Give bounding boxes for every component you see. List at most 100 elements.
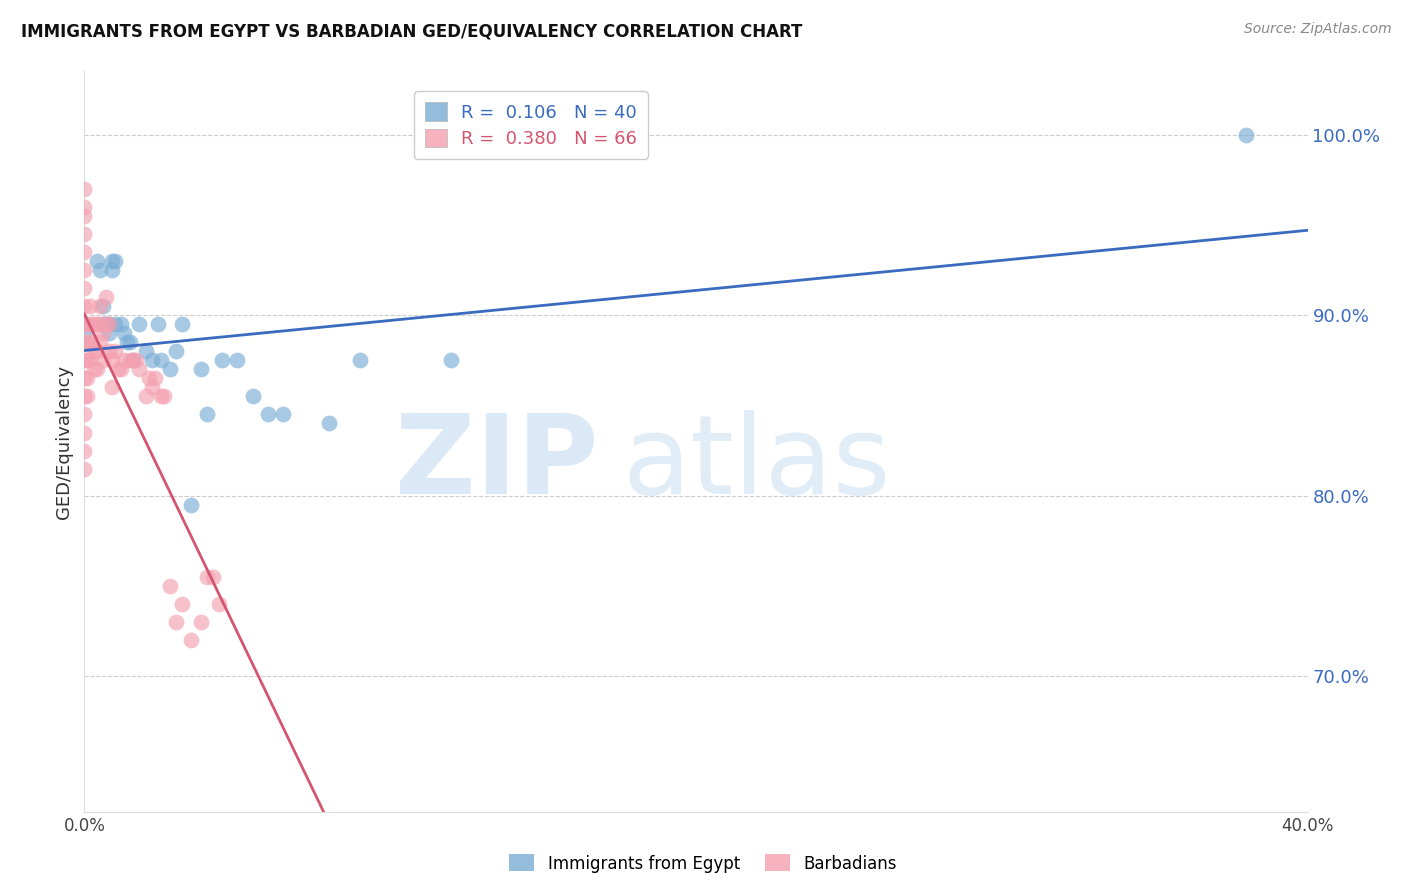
Point [195,408,218,422]
Point [172,597,194,611]
Point [128,362,150,376]
Point [349,353,371,368]
Point [89,317,111,331]
Point [201,570,224,584]
Point [190,362,212,376]
Point [86,344,108,359]
Point [83,344,105,359]
Point [141,353,163,368]
Point [242,389,264,403]
Point [91,299,114,313]
Point [143,371,166,385]
Point [73,389,96,403]
Point [97,344,120,359]
Point [86,317,108,331]
Point [73,326,96,341]
Point [73,371,96,385]
Point [135,344,157,359]
Point [73,317,96,331]
Point [73,461,96,475]
Point [104,344,127,359]
Point [79,353,101,368]
Point [141,380,163,394]
Point [159,362,181,376]
Point [86,254,108,268]
Point [159,579,181,593]
Point [91,317,114,331]
Legend: Immigrants from Egypt, Barbadians: Immigrants from Egypt, Barbadians [502,847,904,880]
Point [94,290,117,304]
Point [73,244,96,259]
Point [73,443,96,458]
Point [122,353,145,368]
Point [107,362,129,376]
Point [104,254,127,268]
Point [101,254,124,268]
Point [89,263,111,277]
Point [195,570,218,584]
Point [73,263,96,277]
Point [76,353,98,368]
Point [104,317,127,331]
Point [211,353,233,368]
Point [83,317,105,331]
Point [91,326,114,341]
Point [73,335,96,350]
Point [180,498,202,512]
Point [122,353,145,368]
Point [73,299,96,313]
Point [101,380,124,394]
Point [180,633,202,648]
Point [73,353,96,368]
Text: IMMIGRANTS FROM EGYPT VS BARBADIAN GED/EQUIVALENCY CORRELATION CHART: IMMIGRANTS FROM EGYPT VS BARBADIAN GED/E… [21,22,803,40]
Point [128,317,150,331]
Point [73,227,96,241]
Point [110,317,132,331]
Point [153,389,176,403]
Point [76,371,98,385]
Point [120,353,142,368]
Point [94,317,117,331]
Point [76,389,98,403]
Point [208,597,231,611]
Point [112,353,135,368]
Point [257,408,280,422]
Point [89,299,111,313]
Point [190,615,212,629]
Legend: R =  0.106   N = 40, R =  0.380   N = 66: R = 0.106 N = 40, R = 0.380 N = 66 [413,92,648,159]
Point [165,344,187,359]
Text: atlas: atlas [623,410,891,517]
Point [115,335,138,350]
Text: Source: ZipAtlas.com: Source: ZipAtlas.com [1244,22,1392,37]
Point [149,353,172,368]
Point [101,263,124,277]
Point [97,326,120,341]
Point [94,317,117,331]
Point [73,209,96,223]
Point [165,615,187,629]
Point [97,317,120,331]
Point [271,408,294,422]
Point [110,362,132,376]
Point [73,408,96,422]
Point [79,335,101,350]
Point [135,389,157,403]
Point [101,353,124,368]
Point [79,317,101,331]
Text: ZIP: ZIP [395,410,598,517]
Point [125,353,148,368]
Point [146,317,169,331]
Point [91,353,114,368]
Point [83,362,105,376]
Point [73,200,96,214]
Point [1236,128,1258,142]
Point [440,353,463,368]
Y-axis label: GED/Equivalency: GED/Equivalency [55,365,73,518]
Point [138,371,160,385]
Point [86,362,108,376]
Point [89,335,111,350]
Point [149,389,172,403]
Point [97,317,120,331]
Point [73,317,96,331]
Point [76,335,98,350]
